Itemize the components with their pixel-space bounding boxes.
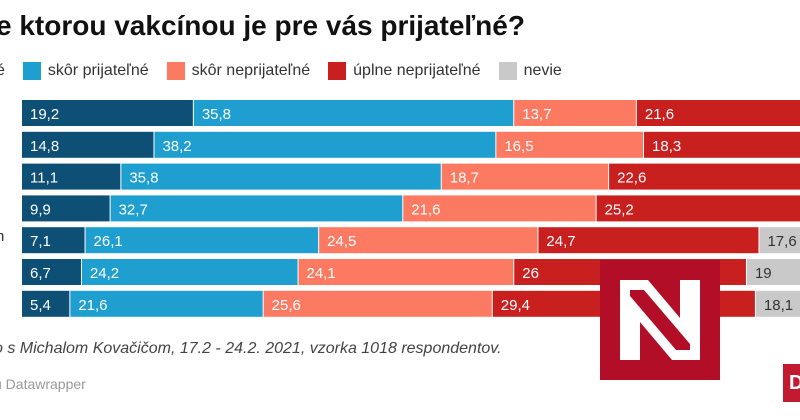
legend: é skôr prijateľné skôr neprijateľné úplne n… — [0, 62, 562, 80]
data-label: 21,6 — [78, 297, 107, 314]
bar-segment — [496, 131, 644, 158]
data-label: 11,1 — [30, 170, 58, 187]
bar-segment — [22, 100, 193, 126]
bar-segment — [596, 195, 800, 222]
bar-segment — [22, 259, 81, 285]
data-label: 24,5 — [327, 233, 356, 250]
legend-label: skôr neprijateľné — [191, 62, 311, 79]
data-label: 17,6 — [767, 233, 796, 250]
legend-swatch — [498, 62, 517, 80]
bar-segment — [441, 163, 609, 190]
n-logo — [600, 260, 720, 380]
bar-segment — [636, 100, 800, 126]
bar-segment — [81, 259, 298, 285]
data-label: 38,2 — [162, 138, 191, 155]
data-label: 35,8 — [202, 106, 231, 123]
row-label: n — [0, 228, 5, 245]
credit: u Datawrapper — [0, 376, 86, 392]
bar-segment — [22, 131, 154, 158]
legend-label: nevie — [523, 62, 562, 79]
bar-segment — [70, 290, 263, 317]
bar-segment — [22, 227, 85, 254]
bar-segment — [644, 131, 800, 158]
legend-swatch — [22, 62, 41, 80]
bar-segment — [319, 227, 538, 254]
chart-title: e ktorou vakcínou je pre vás prijateľné? — [0, 10, 525, 41]
data-label: 21,6 — [411, 201, 440, 218]
data-label: 32,7 — [119, 201, 148, 218]
legend-item: skôr neprijateľné — [166, 62, 311, 80]
legend-label: é — [0, 62, 5, 79]
bar-segment — [121, 163, 441, 190]
legend-label: skôr prijateľné — [47, 62, 149, 79]
data-label: 26,1 — [94, 233, 123, 250]
bar-segment — [609, 163, 800, 190]
data-label: 7,1 — [30, 233, 51, 250]
data-label: 14,8 — [30, 138, 59, 155]
bar-segment — [755, 290, 800, 317]
data-label: 19,2 — [30, 106, 59, 123]
legend-label: úplne neprijateľné — [353, 62, 481, 79]
data-label: 24,7 — [546, 233, 575, 250]
legend-item: skôr prijateľné — [22, 62, 149, 80]
data-label: 5,4 — [30, 297, 51, 314]
data-label: 29,4 — [501, 297, 530, 314]
bar-segment — [759, 227, 800, 254]
brand-badge: D — [783, 364, 800, 402]
n-logo-icon — [620, 280, 700, 360]
data-label: 18,3 — [652, 138, 681, 155]
data-label: 35,8 — [129, 170, 158, 187]
bar-segment — [746, 259, 800, 285]
stacked-bar-chart: 19,2 35,8 13,7 21,6 14,8 38,2 16,5 18,3 11,1 35,8… — [22, 100, 800, 317]
bar-segment — [22, 195, 110, 222]
data-label: 6,7 — [30, 265, 51, 282]
bar-segment — [263, 290, 492, 317]
source-note: o s Michalom Kovačičom, 17.2 - 24.2. 202… — [0, 340, 502, 357]
data-label: 13,7 — [522, 106, 551, 123]
bar-segment — [193, 100, 514, 126]
bar-segment — [22, 163, 121, 190]
bar-segment — [298, 259, 514, 285]
bar-segment — [85, 227, 319, 254]
data-label: 16,5 — [504, 138, 533, 155]
data-label: 25,6 — [272, 297, 301, 314]
bar-segment — [538, 227, 759, 254]
data-label: 19 — [755, 265, 772, 282]
data-label: 21,6 — [645, 106, 674, 123]
bar-segment — [110, 195, 403, 222]
legend-item: é — [0, 62, 5, 80]
bar-segment — [514, 100, 636, 126]
data-label: 9,9 — [30, 201, 51, 218]
data-label: 22,6 — [617, 170, 646, 187]
bar-segment — [403, 195, 596, 222]
data-label: 24,1 — [307, 265, 336, 282]
legend-item: úplne neprijateľné — [328, 62, 481, 80]
data-label: 24,2 — [90, 265, 119, 282]
data-label: 25,2 — [605, 201, 634, 218]
data-label: 18,1 — [764, 297, 793, 314]
legend-item: nevie — [498, 62, 562, 80]
legend-swatch — [166, 62, 185, 80]
data-label: 26 — [522, 265, 539, 282]
legend-swatch — [328, 62, 347, 80]
bar-segment — [154, 131, 496, 158]
bar-segment — [22, 290, 70, 317]
data-label: 18,7 — [450, 170, 479, 187]
